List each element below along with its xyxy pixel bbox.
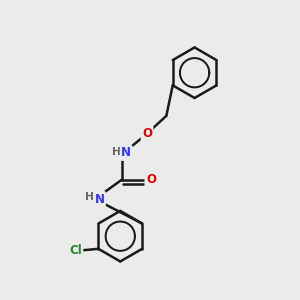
Text: H: H: [85, 192, 94, 202]
Text: H: H: [112, 147, 121, 157]
Text: N: N: [94, 193, 104, 206]
Text: N: N: [121, 146, 131, 160]
Text: Cl: Cl: [69, 244, 82, 257]
Text: O: O: [142, 127, 152, 140]
Text: O: O: [146, 173, 156, 186]
